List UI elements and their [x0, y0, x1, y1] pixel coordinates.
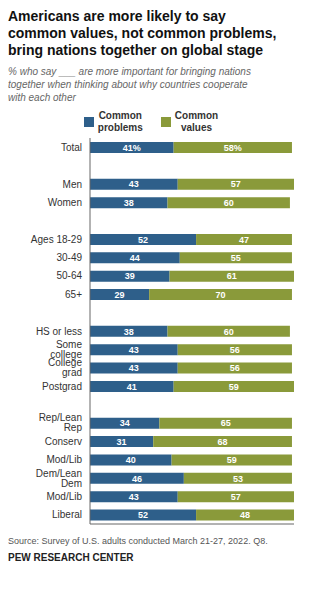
svg-text:43: 43: [129, 179, 139, 189]
html-text:PEW RESEARCH CENTER: PEW RESEARCH CENTER: [8, 552, 134, 563]
svg-text:48: 48: [240, 510, 250, 520]
html-text:% who say ___ are more importa: % who say ___ are more important for bri…: [8, 66, 251, 77]
svg-text:38: 38: [124, 327, 134, 337]
svg-text:39: 39: [125, 271, 135, 281]
svg-text:57: 57: [231, 179, 241, 189]
html-text:common values, not common prob: common values, not common problems,: [8, 25, 277, 41]
html-text:college: college: [50, 348, 82, 360]
svg-text:Liberal: Liberal: [52, 509, 82, 520]
svg-text:43: 43: [129, 345, 139, 355]
html-text:with each other: with each other: [8, 92, 76, 103]
svg-text:68: 68: [218, 437, 228, 447]
svg-text:56: 56: [230, 345, 240, 355]
svg-text:34: 34: [120, 418, 130, 428]
svg-text:30-49: 30-49: [56, 252, 82, 263]
svg-text:55: 55: [231, 253, 241, 263]
html-text:Americans are more likely to s: Americans are more likely to say: [8, 8, 226, 24]
svg-text:43: 43: [129, 492, 139, 502]
html-text:Common: Common: [98, 110, 142, 121]
svg-text:41%: 41%: [123, 143, 141, 153]
svg-text:60: 60: [224, 327, 234, 337]
html-text:values: values: [180, 122, 213, 133]
svg-text:58%: 58%: [224, 143, 242, 153]
html-text:Source: Survey of U.S. adults: Source: Survey of U.S. adults conducted …: [8, 536, 268, 546]
svg-text:57: 57: [231, 492, 241, 502]
svg-text:59: 59: [229, 382, 239, 392]
svg-text:52: 52: [138, 510, 148, 520]
svg-text:65+: 65+: [65, 289, 82, 300]
svg-text:47: 47: [239, 235, 249, 245]
svg-text:70: 70: [216, 290, 226, 300]
svg-text:44: 44: [130, 253, 140, 263]
svg-text:31: 31: [117, 437, 127, 447]
html-text:together when thinking about w: together when thinking about why countri…: [8, 79, 248, 90]
svg-text:Collegegrad: Collegegrad: [48, 357, 82, 378]
svg-text:41: 41: [127, 382, 137, 392]
svg-text:Conserv: Conserv: [45, 436, 82, 447]
svg-text:60: 60: [224, 198, 234, 208]
svg-text:Women: Women: [48, 197, 82, 208]
svg-text:29: 29: [115, 290, 125, 300]
svg-text:52: 52: [138, 235, 148, 245]
svg-text:Rep/LeanRep: Rep/LeanRep: [39, 412, 83, 433]
svg-text:Postgrad: Postgrad: [42, 381, 82, 392]
svg-text:50-64: 50-64: [56, 270, 82, 281]
svg-text:59: 59: [227, 455, 237, 465]
svg-text:38: 38: [124, 198, 134, 208]
svg-text:40: 40: [126, 455, 136, 465]
svg-text:Mod/Lib: Mod/Lib: [46, 491, 82, 502]
svg-text:56: 56: [230, 363, 240, 373]
svg-text:53: 53: [233, 474, 243, 484]
svg-text:HS or less: HS or less: [36, 326, 82, 337]
svg-text:Ages 18-29: Ages 18-29: [31, 234, 83, 245]
svg-text:Men: Men: [63, 179, 82, 190]
svg-text:43: 43: [129, 363, 139, 373]
svg-text:Total: Total: [61, 142, 82, 153]
html-text:problems: problems: [97, 122, 143, 133]
svg-text:Dem/LeanDem: Dem/LeanDem: [36, 468, 82, 489]
html-text:bring nations together on glob: bring nations together on global stage: [8, 42, 264, 58]
svg-text:46: 46: [132, 474, 142, 484]
svg-text:Mod/Lib: Mod/Lib: [46, 454, 82, 465]
svg-text:65: 65: [221, 418, 231, 428]
html-text:Some: Some: [55, 338, 82, 350]
svg-text:61: 61: [227, 271, 237, 281]
html-text:Common: Common: [174, 110, 219, 121]
